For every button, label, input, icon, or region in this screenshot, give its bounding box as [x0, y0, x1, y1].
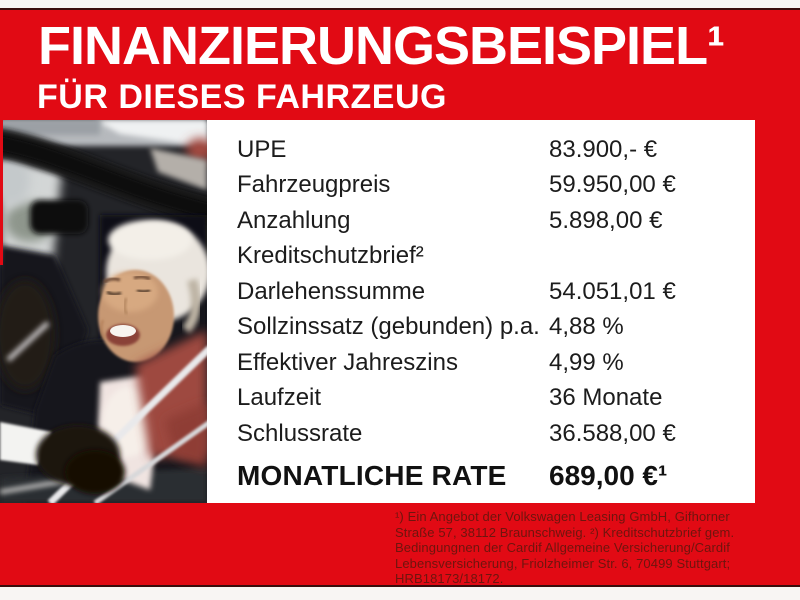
monthly-rate-row: MONATLICHE RATE 689,00 €¹ [237, 454, 742, 498]
financing-table: UPE 83.900,- € Fahrzeugpreis 59.950,00 €… [237, 132, 742, 498]
legal-footnote: ¹) Ein Angebot der Volkswagen Leasing Gm… [395, 509, 735, 586]
page-title: FINANZIERUNGSBEISPIEL¹ [38, 16, 725, 76]
row-label: UPE [237, 135, 287, 163]
row-label: Darlehenssumme [237, 277, 426, 305]
monthly-rate-label: MONATLICHE RATE [237, 459, 507, 491]
row-label: Effektiver Jahreszins [237, 348, 458, 376]
financing-panel: UPE 83.900,- € Fahrzeugpreis 59.950,00 €… [207, 120, 755, 503]
row-value: 83.900,- € [549, 135, 658, 163]
row-value: 4,99 % [549, 348, 624, 376]
table-row: Kreditschutzbrief² [237, 239, 742, 275]
row-label: Kreditschutzbrief² [237, 242, 424, 270]
table-row: Effektiver Jahreszins 4,99 % [237, 345, 742, 381]
table-row: Schlussrate 36.588,00 € [237, 416, 742, 452]
table-row: Laufzeit 36 Monate [237, 381, 742, 417]
row-value: 5.898,00 € [549, 206, 663, 234]
row-label: Laufzeit [237, 384, 322, 412]
row-label: Anzahlung [237, 206, 351, 234]
monthly-rate-value: 689,00 €¹ [549, 459, 668, 491]
row-label: Schlussrate [237, 419, 363, 447]
table-row: Sollzinssatz (gebunden) p.a. 4,88 % [237, 310, 742, 346]
row-label: Sollzinssatz (gebunden) p.a. [237, 313, 540, 341]
table-row: Darlehenssumme 54.051,01 € [237, 274, 742, 310]
woman-in-car-photo [0, 120, 207, 503]
row-value: 36 Monate [549, 384, 663, 412]
page-subtitle: FÜR DIESES FAHRZEUG [37, 78, 447, 116]
row-label: Fahrzeugpreis [237, 171, 391, 199]
table-row: Anzahlung 5.898,00 € [237, 203, 742, 239]
row-value: 4,88 % [549, 313, 624, 341]
row-value: 59.950,00 € [549, 171, 676, 199]
row-value: 36.588,00 € [549, 419, 676, 447]
row-value: 54.051,01 € [549, 277, 676, 305]
table-row: Fahrzeugpreis 59.950,00 € [237, 168, 742, 204]
table-row: UPE 83.900,- € [237, 132, 742, 168]
